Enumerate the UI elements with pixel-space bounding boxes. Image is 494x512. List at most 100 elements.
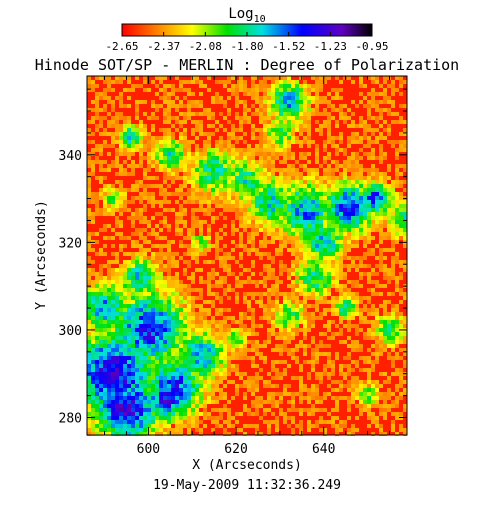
heatmap-cell: [123, 384, 127, 388]
heatmap-cell: [159, 408, 163, 412]
heatmap-cell: [327, 280, 331, 284]
heatmap-cell: [247, 204, 251, 208]
heatmap-cell: [267, 104, 271, 108]
heatmap-cell: [171, 372, 175, 376]
heatmap-cell: [179, 416, 183, 420]
heatmap-cell: [355, 264, 359, 268]
heatmap-cell: [327, 208, 331, 212]
heatmap-cell: [279, 264, 283, 268]
heatmap-cell: [227, 352, 231, 356]
heatmap-cell: [135, 376, 139, 380]
heatmap-cell: [159, 164, 163, 168]
heatmap-cell: [235, 152, 239, 156]
heatmap-cell: [175, 192, 179, 196]
heatmap-cell: [227, 112, 231, 116]
heatmap-cell: [131, 340, 135, 344]
heatmap-cell: [119, 416, 123, 420]
heatmap-cell: [259, 164, 263, 168]
heatmap-cell: [111, 336, 115, 340]
heatmap-cell: [351, 312, 355, 316]
heatmap-cell: [147, 220, 151, 224]
heatmap-cell: [179, 296, 183, 300]
heatmap-cell: [395, 256, 399, 260]
heatmap-cell: [103, 108, 107, 112]
heatmap-cell: [263, 88, 267, 92]
heatmap-cell: [347, 372, 351, 376]
heatmap-cell: [91, 368, 95, 372]
heatmap-cell: [295, 392, 299, 396]
heatmap-cell: [387, 344, 391, 348]
heatmap-cell: [303, 112, 307, 116]
heatmap-cell: [163, 84, 167, 88]
heatmap-cell: [307, 100, 311, 104]
heatmap-cell: [195, 304, 199, 308]
heatmap-cell: [399, 208, 403, 212]
heatmap-cell: [351, 172, 355, 176]
heatmap-cell: [307, 96, 311, 100]
heatmap-cell: [163, 296, 167, 300]
heatmap-cell: [355, 140, 359, 144]
heatmap-cell: [327, 252, 331, 256]
heatmap-cell: [251, 188, 255, 192]
heatmap-cell: [239, 156, 243, 160]
heatmap-cell: [139, 340, 143, 344]
heatmap-cell: [375, 228, 379, 232]
heatmap-cell: [223, 404, 227, 408]
heatmap-cell: [95, 376, 99, 380]
heatmap-cell: [159, 412, 163, 416]
heatmap-cell: [403, 316, 407, 320]
heatmap-cell: [243, 92, 247, 96]
heatmap-cell: [143, 208, 147, 212]
heatmap-cell: [331, 224, 335, 228]
heatmap-cell: [395, 356, 399, 360]
heatmap-cell: [371, 360, 375, 364]
heatmap-cell: [355, 380, 359, 384]
heatmap-cell: [199, 80, 203, 84]
heatmap-cell: [371, 140, 375, 144]
heatmap-cell: [331, 192, 335, 196]
heatmap-cell: [99, 276, 103, 280]
heatmap-cell: [215, 196, 219, 200]
heatmap-cell: [295, 316, 299, 320]
heatmap-cell: [339, 236, 343, 240]
heatmap-cell: [331, 332, 335, 336]
heatmap-cell: [279, 136, 283, 140]
heatmap-cell: [87, 364, 91, 368]
heatmap-cell: [395, 216, 399, 220]
heatmap-cell: [179, 88, 183, 92]
heatmap-cell: [187, 332, 191, 336]
heatmap-cell: [203, 152, 207, 156]
heatmap-cell: [387, 392, 391, 396]
heatmap-cell: [203, 380, 207, 384]
heatmap-cell: [183, 320, 187, 324]
heatmap-cell: [99, 248, 103, 252]
heatmap-cell: [99, 188, 103, 192]
heatmap-cell: [259, 188, 263, 192]
heatmap-cell: [355, 196, 359, 200]
heatmap-cell: [359, 176, 363, 180]
heatmap-cell: [283, 196, 287, 200]
heatmap-cell: [239, 336, 243, 340]
heatmap-cell: [247, 248, 251, 252]
heatmap-cell: [191, 156, 195, 160]
heatmap-cell: [255, 284, 259, 288]
heatmap-cell: [323, 368, 327, 372]
heatmap-cell: [339, 260, 343, 264]
heatmap-cell: [255, 204, 259, 208]
heatmap-cell: [303, 296, 307, 300]
heatmap-cell: [303, 220, 307, 224]
heatmap-cell: [323, 96, 327, 100]
heatmap-cell: [151, 252, 155, 256]
heatmap-cell: [403, 332, 407, 336]
heatmap-cell: [291, 132, 295, 136]
heatmap-cell: [95, 396, 99, 400]
heatmap-cell: [115, 152, 119, 156]
heatmap-cell: [211, 416, 215, 420]
heatmap-cell: [147, 272, 151, 276]
heatmap-cell: [259, 416, 263, 420]
heatmap-cell: [279, 144, 283, 148]
heatmap-cell: [367, 336, 371, 340]
heatmap-cell: [107, 236, 111, 240]
heatmap-cell: [379, 192, 383, 196]
heatmap-cell: [275, 168, 279, 172]
